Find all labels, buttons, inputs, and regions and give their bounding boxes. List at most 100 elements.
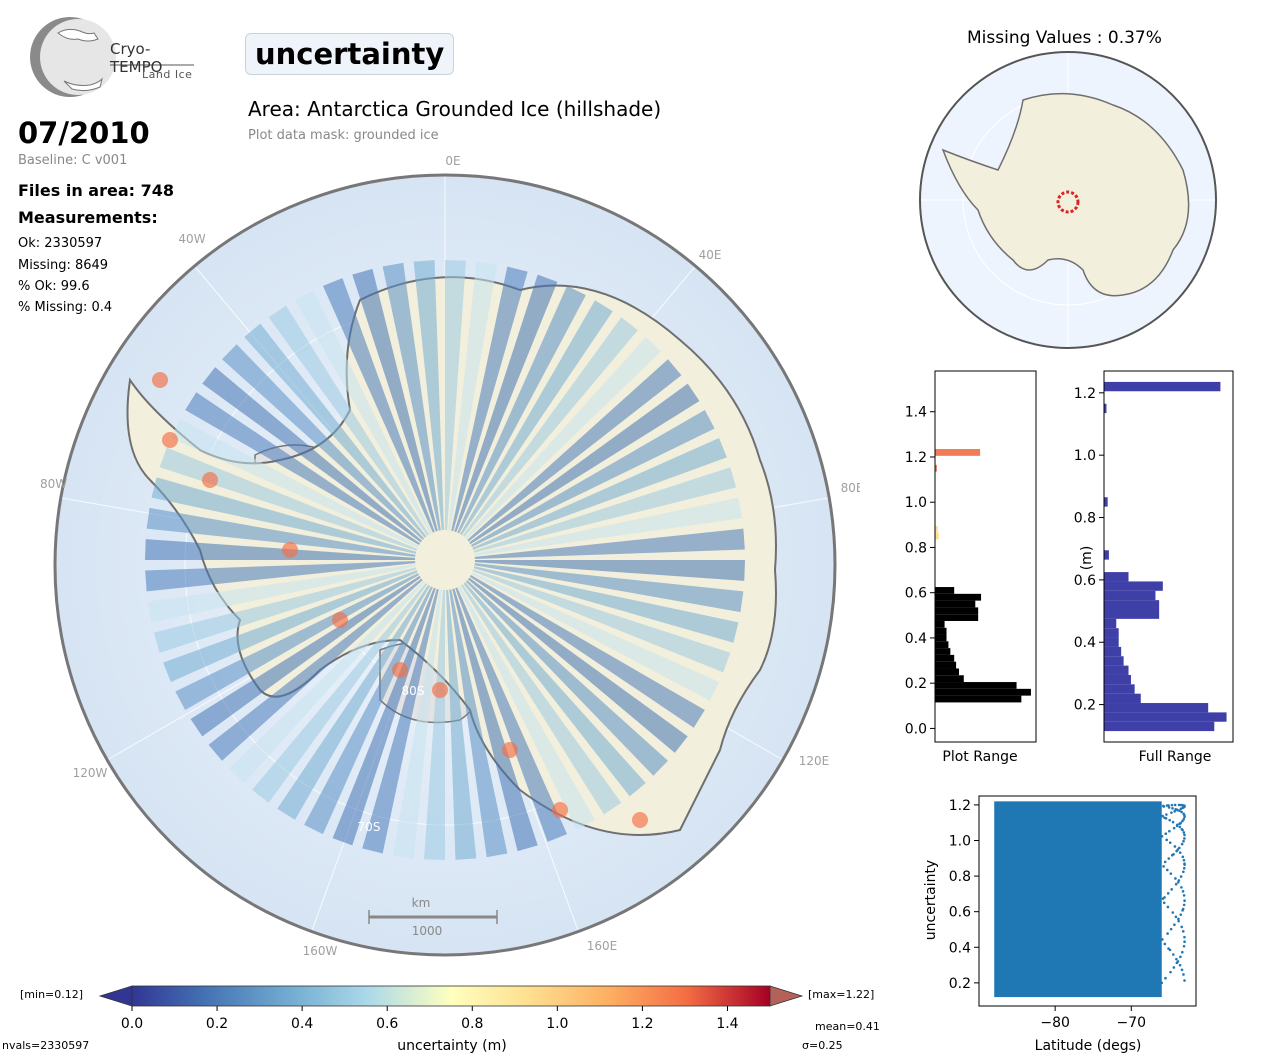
scatter-point bbox=[1181, 828, 1184, 832]
scatter-point bbox=[1180, 950, 1184, 954]
data-swath bbox=[449, 589, 508, 858]
scatter-point bbox=[1173, 810, 1176, 813]
inset-landmass bbox=[941, 92, 1190, 297]
data-swath bbox=[145, 561, 416, 592]
full-range-histogram: 0.2 0.4 0.6 0.8 1.0 1.2 (m) Full Range bbox=[1074, 370, 1234, 765]
hist-bar bbox=[1104, 618, 1117, 629]
scatter-cloud bbox=[994, 801, 1162, 998]
hist-bar bbox=[935, 607, 979, 615]
scatter-point bbox=[1167, 947, 1170, 950]
hist-bar bbox=[935, 464, 937, 472]
scatter-point bbox=[1180, 810, 1183, 814]
scatter-point bbox=[1165, 838, 1168, 842]
hist-tick-label: 1.2 bbox=[905, 450, 927, 466]
scatter-point bbox=[1167, 806, 1171, 809]
scatter-point bbox=[1182, 894, 1186, 897]
scatter-ytick-label: 0.4 bbox=[949, 940, 971, 956]
scatter-point bbox=[1175, 849, 1178, 853]
data-swath bbox=[452, 588, 538, 852]
scatter-point bbox=[1163, 860, 1167, 864]
hist1-bars bbox=[935, 449, 1031, 703]
scatter-point bbox=[1171, 807, 1174, 810]
scatter-point bbox=[1176, 823, 1179, 827]
scatter-point bbox=[1167, 857, 1171, 860]
data-swath bbox=[472, 437, 727, 550]
hist-bar bbox=[935, 614, 979, 621]
scatter-point bbox=[1183, 935, 1186, 939]
data-swath bbox=[332, 587, 436, 846]
scatter-point bbox=[1173, 845, 1177, 848]
logo: Cryo-TEMPO Land Ice bbox=[18, 15, 198, 100]
data-swath bbox=[465, 337, 661, 540]
scatter-point bbox=[1172, 966, 1176, 969]
colorbar-tick-label: 1.2 bbox=[631, 1016, 653, 1032]
scatter-point bbox=[1183, 940, 1186, 944]
scatter-point bbox=[1182, 870, 1185, 874]
hist-bar bbox=[1104, 628, 1119, 638]
scatter-ytick-label: 1.2 bbox=[949, 798, 971, 814]
scatter-point bbox=[1178, 825, 1182, 829]
scatter-point bbox=[1182, 944, 1186, 948]
data-swath bbox=[470, 410, 715, 547]
high-uncertainty-patch bbox=[392, 662, 408, 678]
high-uncertainty-patch bbox=[502, 742, 518, 758]
scatter-ytick-label: 0.6 bbox=[949, 905, 971, 921]
hist-bar bbox=[1104, 403, 1107, 414]
scatter-point bbox=[1181, 890, 1185, 893]
data-swath bbox=[304, 586, 433, 835]
logo-subtitle: Land Ice bbox=[142, 68, 193, 81]
logo-globe-icon bbox=[30, 17, 194, 97]
pole-hole bbox=[418, 533, 472, 587]
missing-values-map bbox=[919, 51, 1217, 349]
colorbar-tick-label: 0.6 bbox=[376, 1016, 398, 1032]
scatter-xtick-label: −70 bbox=[1117, 1015, 1147, 1031]
scatter-point bbox=[1182, 973, 1185, 976]
scatter-point bbox=[1180, 968, 1184, 972]
data-swath bbox=[467, 359, 682, 542]
data-swath bbox=[463, 582, 646, 797]
hist-bar bbox=[935, 641, 949, 649]
colorbar-tick-label: 0.0 bbox=[121, 1016, 143, 1032]
scatter-point bbox=[1167, 804, 1170, 807]
scatter-point bbox=[1164, 976, 1167, 980]
colorbar-tick-label: 0.4 bbox=[291, 1016, 313, 1032]
data-swath bbox=[460, 584, 622, 815]
colorbar-max: [max=1.22] bbox=[808, 988, 875, 1001]
mean-label: mean=0.41 bbox=[815, 1020, 880, 1033]
scatter-xlabel: Latitude (degs) bbox=[1035, 1038, 1142, 1054]
hist2-ylabel: (m) bbox=[1079, 546, 1095, 571]
scatter-point bbox=[1181, 855, 1185, 859]
scatter-xtick-label: −80 bbox=[1040, 1015, 1070, 1031]
data-swath bbox=[472, 569, 731, 673]
antarctica-map: 0E 40E 80E 120E 160E 160W 120W 80W 40W 8… bbox=[40, 154, 860, 958]
colorbar-tick-label: 1.4 bbox=[716, 1016, 738, 1032]
scatter-point bbox=[1163, 896, 1166, 899]
scatter-point bbox=[1172, 852, 1175, 856]
data-swath bbox=[446, 589, 477, 860]
sigma-label: σ=0.25 bbox=[802, 1039, 843, 1052]
scatter-point bbox=[1175, 957, 1178, 961]
data-swath bbox=[413, 260, 444, 531]
hist-bar bbox=[935, 593, 982, 601]
scatter-ytick-label: 1.0 bbox=[949, 833, 971, 849]
data-swath bbox=[471, 572, 720, 701]
hist-bar bbox=[1104, 646, 1122, 657]
data-swath bbox=[352, 268, 438, 532]
hist2-xlabel: Full Range bbox=[1139, 749, 1212, 765]
high-uncertainty-patch bbox=[282, 542, 298, 558]
colorbar-min: [min=0.12] bbox=[20, 988, 84, 1001]
scatter-point bbox=[1166, 892, 1170, 895]
hist1-xlabel: Plot Range bbox=[942, 749, 1017, 765]
baseline-label: Baseline: C v001 bbox=[18, 153, 128, 168]
scatter-point bbox=[1182, 831, 1186, 834]
hist-bar bbox=[1104, 590, 1156, 601]
scatter-point bbox=[1164, 832, 1168, 836]
hist-bar bbox=[1104, 381, 1221, 392]
hist-tick-label: 1.2 bbox=[1074, 386, 1096, 402]
hist-bar bbox=[935, 587, 955, 594]
data-swath bbox=[473, 467, 737, 553]
hist-bar bbox=[935, 688, 1031, 696]
colorbar-tick-label: 0.8 bbox=[461, 1016, 483, 1032]
hist-bar bbox=[1104, 609, 1160, 619]
scatter-point bbox=[1182, 839, 1185, 843]
